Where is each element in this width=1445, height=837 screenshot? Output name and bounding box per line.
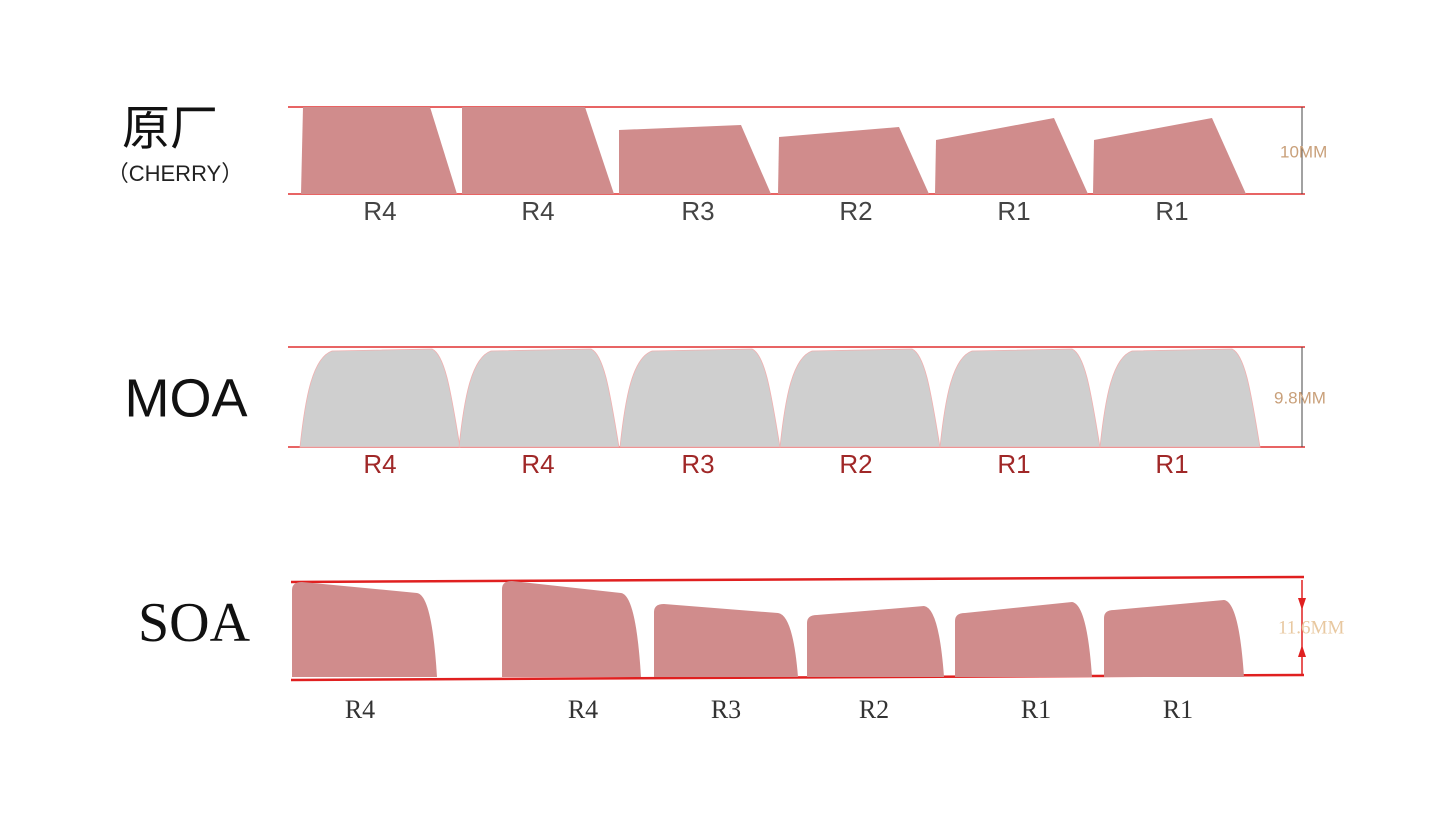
row-label: R1 <box>997 449 1030 479</box>
keycap <box>939 348 1101 448</box>
keycap <box>1093 118 1246 194</box>
arrow-head <box>1298 598 1306 610</box>
keycap <box>935 118 1088 194</box>
row-label: R4 <box>521 196 554 226</box>
keycap <box>1104 600 1244 677</box>
top-line <box>290 575 1305 584</box>
keycap <box>807 606 944 677</box>
profile-name: MOA <box>124 368 247 428</box>
keycap <box>778 127 929 194</box>
row-label: R1 <box>1163 695 1193 724</box>
keycap <box>462 107 614 194</box>
keycap <box>292 582 437 677</box>
height-label: 10MM <box>1280 142 1327 161</box>
profile-subname: （CHERRY） <box>107 161 244 186</box>
row-label: R1 <box>997 196 1030 226</box>
row-label: R2 <box>839 196 872 226</box>
row-label: R4 <box>521 449 554 479</box>
arrow-head <box>1298 645 1306 657</box>
row-label: R4 <box>568 695 598 724</box>
row-label: R3 <box>681 449 714 479</box>
height-label: 9.8MM <box>1274 388 1326 407</box>
profile-name: 原厂 <box>122 103 218 156</box>
profile-name: SOA <box>138 592 251 654</box>
keycap <box>299 348 461 448</box>
keycap <box>301 107 457 194</box>
cherry-row <box>288 106 1305 195</box>
row-label: R1 <box>1021 695 1051 724</box>
row-label: R1 <box>1155 196 1188 226</box>
keycap <box>619 348 781 448</box>
keycap <box>458 348 620 448</box>
keycap <box>1099 348 1261 448</box>
row-label: R4 <box>345 695 375 724</box>
row-label: R2 <box>839 449 872 479</box>
row-label: R4 <box>363 196 396 226</box>
row-label: R3 <box>711 695 741 724</box>
keycap <box>502 581 641 677</box>
keycap <box>619 125 771 194</box>
keycap <box>955 602 1092 677</box>
keycap <box>779 348 941 448</box>
row-label: R1 <box>1155 449 1188 479</box>
height-label: 11.6MM <box>1278 617 1344 638</box>
row-label: R2 <box>859 695 889 724</box>
keycap <box>654 604 798 677</box>
row-label: R4 <box>363 449 396 479</box>
row-label: R3 <box>681 196 714 226</box>
